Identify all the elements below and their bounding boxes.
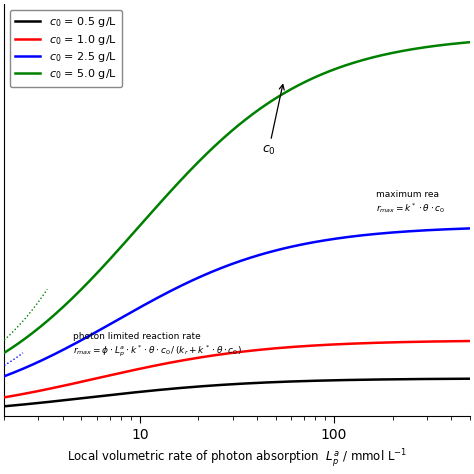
$c_0$ = 0.5 g/L	[272, 379, 277, 385]
Text: Limit of linearity
(less than 10% deviation)
$L_{p,\,linlim}^{a} = (k_r + k^* \c: Limit of linearity (less than 10% deviat…	[0, 473, 1, 474]
$c_0$ = 5.0 g/L	[284, 89, 290, 94]
$c_0$ = 1.0 g/L	[298, 344, 304, 349]
Line: $c_0$ = 0.5 g/L: $c_0$ = 0.5 g/L	[4, 379, 470, 406]
Line: $c_0$ = 2.5 g/L: $c_0$ = 2.5 g/L	[4, 228, 470, 376]
$c_0$ = 0.5 g/L	[30, 401, 36, 406]
$c_0$ = 5.0 g/L	[30, 330, 36, 336]
$c_0$ = 1.0 g/L	[467, 338, 473, 344]
$c_0$ = 5.0 g/L	[272, 96, 277, 102]
$c_0$ = 0.5 g/L	[298, 378, 304, 384]
$c_0$ = 0.5 g/L	[284, 379, 290, 384]
Line: $c_0$ = 1.0 g/L: $c_0$ = 1.0 g/L	[4, 341, 470, 397]
$c_0$ = 1.0 g/L	[30, 389, 36, 395]
$c_0$ = 1.0 g/L	[1, 394, 7, 400]
Legend: $c_0$ = 0.5 g/L, $c_0$ = 1.0 g/L, $c_0$ = 2.5 g/L, $c_0$ = 5.0 g/L: $c_0$ = 0.5 g/L, $c_0$ = 1.0 g/L, $c_0$ …	[10, 10, 122, 87]
$c_0$ = 1.0 g/L	[272, 346, 277, 351]
$c_0$ = 2.5 g/L	[272, 248, 277, 254]
$c_0$ = 5.0 g/L	[402, 47, 408, 53]
$c_0$ = 1.0 g/L	[402, 339, 408, 345]
$c_0$ = 2.5 g/L	[30, 362, 36, 367]
$c_0$ = 5.0 g/L	[298, 81, 304, 87]
$c_0$ = 5.0 g/L	[355, 59, 360, 64]
Text: maximum rea
$r_{max} = k^* \cdot \theta \cdot c_0$: maximum rea $r_{max} = k^* \cdot \theta …	[376, 190, 446, 215]
$c_0$ = 2.5 g/L	[1, 374, 7, 379]
$c_0$ = 1.0 g/L	[355, 341, 360, 346]
$c_0$ = 0.5 g/L	[1, 403, 7, 409]
$c_0$ = 1.0 g/L	[284, 345, 290, 350]
$c_0$ = 0.5 g/L	[402, 376, 408, 382]
$c_0$ = 5.0 g/L	[1, 350, 7, 356]
$c_0$ = 2.5 g/L	[298, 242, 304, 247]
$c_0$ = 2.5 g/L	[467, 226, 473, 231]
$c_0$ = 2.5 g/L	[355, 233, 360, 239]
Text: photon limited reaction rate
$r_{max} = \phi \cdot L_p^a \cdot k^* \cdot \theta : photon limited reaction rate $r_{max} = …	[73, 332, 241, 359]
Text: $c_0$: $c_0$	[262, 84, 284, 157]
X-axis label: Local volumetric rate of photon absorption  $L_p^a$ / mmol L$^{-1}$: Local volumetric rate of photon absorpti…	[67, 448, 407, 470]
$c_0$ = 0.5 g/L	[467, 376, 473, 382]
Line: $c_0$ = 5.0 g/L: $c_0$ = 5.0 g/L	[4, 42, 470, 353]
$c_0$ = 5.0 g/L	[467, 39, 473, 45]
$c_0$ = 2.5 g/L	[284, 245, 290, 251]
$c_0$ = 2.5 g/L	[402, 229, 408, 235]
$c_0$ = 0.5 g/L	[355, 377, 360, 383]
